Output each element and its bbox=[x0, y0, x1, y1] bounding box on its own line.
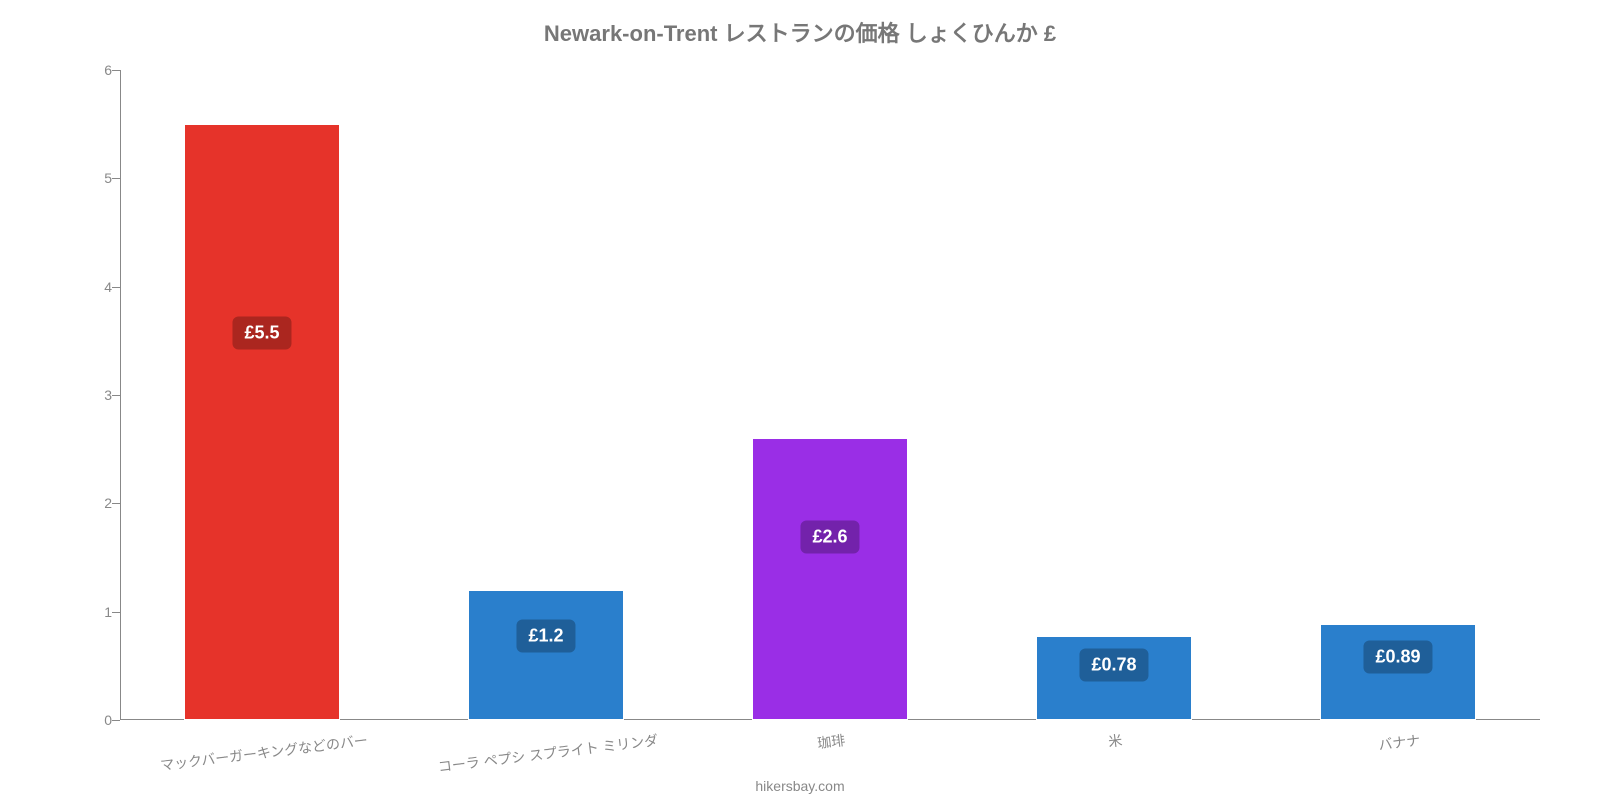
y-tick-mark bbox=[112, 178, 120, 179]
value-badge: £2.6 bbox=[800, 520, 859, 553]
y-tick-label: 5 bbox=[78, 170, 112, 186]
y-tick-label: 3 bbox=[78, 387, 112, 403]
value-badge: £1.2 bbox=[516, 619, 575, 652]
bars-group: £5.5 £1.2 £2.6 £0.78 £0.89 bbox=[120, 70, 1540, 720]
bar bbox=[468, 590, 624, 720]
plot-area: 0123456 £5.5£1.2£2.6£0.78£0.89 マックバーガーキン… bbox=[120, 70, 1540, 720]
x-axis-label: 珈琲 bbox=[816, 730, 846, 753]
bar bbox=[752, 438, 908, 720]
y-tick-mark bbox=[112, 287, 120, 288]
x-axis-label: コーラ ペプシ スプライト ミリンダ bbox=[437, 730, 659, 777]
y-tick-label: 6 bbox=[78, 62, 112, 78]
value-badge: £5.5 bbox=[232, 316, 291, 349]
y-tick-label: 4 bbox=[78, 279, 112, 295]
value-badge: £0.78 bbox=[1079, 649, 1148, 682]
chart-title: Newark-on-Trent レストランの価格 しょくひんか £ bbox=[0, 16, 1600, 48]
y-tick-label: 0 bbox=[78, 712, 112, 728]
bar-slot: £1.2 bbox=[404, 70, 688, 720]
y-tick-mark bbox=[112, 720, 120, 721]
x-axis-label: マックバーガーキングなどのバー bbox=[159, 730, 369, 775]
chart-container: Newark-on-Trent レストランの価格 しょくひんか £ 0 1 2 3 4 5… bbox=[0, 0, 1600, 800]
bar-slot: £5.5 bbox=[120, 70, 404, 720]
value-badge: £0.89 bbox=[1363, 641, 1432, 674]
bar bbox=[184, 124, 340, 720]
bar-slot: £2.6 bbox=[688, 70, 972, 720]
y-tick-mark bbox=[112, 612, 120, 613]
bar-slot: £0.89 bbox=[1256, 70, 1540, 720]
y-tick-mark bbox=[112, 395, 120, 396]
y-tick-mark bbox=[112, 503, 120, 504]
y-tick-mark bbox=[112, 70, 120, 71]
x-axis-label: 米 bbox=[1107, 730, 1123, 752]
y-tick-label: 2 bbox=[78, 495, 112, 511]
bar-slot: £0.78 bbox=[972, 70, 1256, 720]
y-tick-label: 1 bbox=[78, 604, 112, 620]
x-axis-label: バナナ bbox=[1377, 730, 1421, 755]
attribution-text: hikersbay.com bbox=[0, 778, 1600, 794]
